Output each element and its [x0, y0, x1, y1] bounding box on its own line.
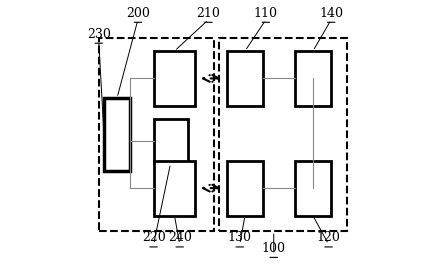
- Text: 200: 200: [126, 7, 150, 20]
- Text: 240: 240: [168, 231, 192, 244]
- FancyBboxPatch shape: [295, 161, 331, 216]
- Text: 110: 110: [254, 7, 278, 20]
- FancyBboxPatch shape: [154, 51, 195, 106]
- Text: 130: 130: [228, 231, 252, 244]
- Text: 220: 220: [142, 231, 165, 244]
- FancyBboxPatch shape: [154, 161, 195, 216]
- Text: 230: 230: [87, 27, 111, 41]
- Text: 100: 100: [262, 242, 286, 255]
- FancyBboxPatch shape: [295, 51, 331, 106]
- Text: 140: 140: [319, 7, 343, 20]
- FancyBboxPatch shape: [227, 51, 263, 106]
- FancyBboxPatch shape: [104, 98, 130, 171]
- FancyBboxPatch shape: [154, 119, 187, 163]
- FancyBboxPatch shape: [227, 161, 263, 216]
- Text: 120: 120: [317, 231, 341, 244]
- Text: 210: 210: [197, 7, 220, 20]
